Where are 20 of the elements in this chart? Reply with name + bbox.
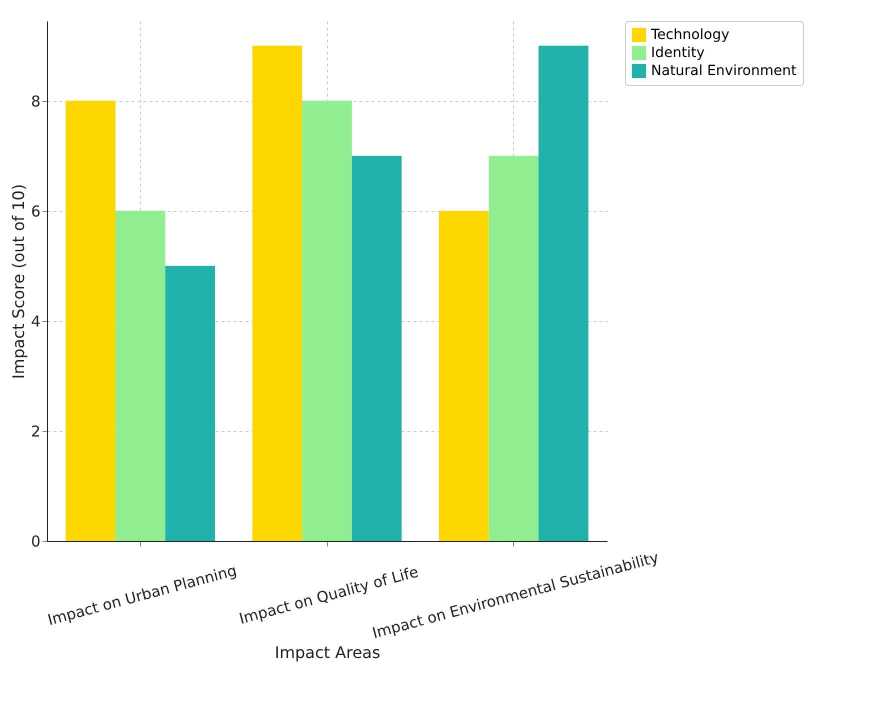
y-tick-label: 6 [30, 202, 40, 220]
x-axis-title: Impact Areas [274, 643, 380, 662]
bar [439, 210, 489, 541]
bar [165, 266, 215, 541]
bar [488, 156, 539, 541]
y-tick-label: 0 [30, 532, 40, 550]
y-tick-label: 8 [30, 92, 40, 110]
y-axis-title: Impact Score (out of 10) [8, 184, 28, 379]
legend-label: Natural Environment [651, 63, 797, 79]
legend-label: Technology [650, 27, 730, 43]
bar [538, 46, 588, 541]
bar [115, 210, 166, 541]
legend-label: Identity [651, 45, 705, 61]
bar [252, 46, 302, 541]
y-tick-label: 2 [30, 422, 40, 440]
y-tick-label: 4 [30, 312, 40, 330]
bar [352, 156, 402, 541]
x-tick-label: Impact on Urban Planning [46, 561, 239, 630]
bar [302, 100, 352, 541]
bar [66, 100, 116, 541]
